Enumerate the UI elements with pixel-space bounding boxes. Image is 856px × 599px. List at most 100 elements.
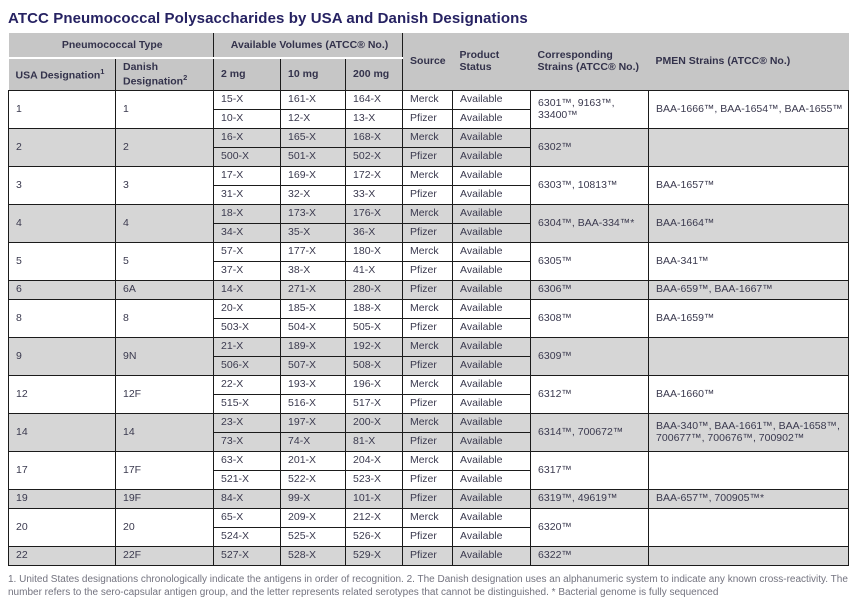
product-status-cell: Available (452, 469, 532, 490)
volume-10mg-cell: 177-X (280, 241, 347, 262)
corresponding-strains-cell: 6308™ (530, 298, 650, 338)
volume-200mg-cell: 523-X (345, 469, 404, 490)
source-cell: Pfizer (402, 146, 454, 167)
pmen-strains-cell: BAA-1664™ (648, 203, 850, 243)
footnote: 1. United States designations chronologi… (8, 573, 848, 598)
danish-designation-cell: 4 (114, 203, 215, 243)
table-row: 22 22F 527-X 528-X 529-X Pfizer Available 6322™ (8, 545, 850, 566)
table-row: 1 1 15-X 161-X 164-X Merck Available 6301™, 916… (8, 89, 850, 129)
volume-200mg-cell: 176-X (345, 203, 404, 224)
corresponding-strains-cell: 6312™ (530, 374, 650, 414)
product-status-cell: Available (452, 450, 532, 471)
volume-2mg-cell: 521-X (213, 469, 282, 490)
product-status-cell: Available (452, 279, 532, 300)
volume-10mg-cell: 528-X (280, 545, 347, 566)
volume-2mg-cell: 15-X (213, 89, 282, 110)
volume-200mg-cell: 280-X (345, 279, 404, 300)
corresponding-strains-cell: 6303™, 10813™ (530, 165, 650, 205)
usa-designation-cell: 2 (8, 127, 116, 167)
source-cell: Merck (402, 336, 454, 357)
volume-200mg-cell: 172-X (345, 165, 404, 186)
usa-designation-cell: 8 (8, 298, 116, 338)
source-cell: Merck (402, 450, 454, 471)
volume-200mg-cell: 168-X (345, 127, 404, 148)
volume-200mg-cell: 101-X (345, 488, 404, 509)
volume-200mg-cell: 502-X (345, 146, 404, 167)
table-row: 37-X 38-X 41-X Pfizer Available (9, 260, 849, 281)
corresponding-strains-cell: 6306™ (530, 279, 650, 300)
volume-200mg-cell: 529-X (345, 545, 404, 566)
volume-200mg-cell: 41-X (345, 260, 404, 281)
source-cell: Merck (402, 507, 454, 528)
product-status-cell: Available (452, 507, 532, 528)
product-status-cell: Available (452, 412, 532, 433)
product-status-cell: Available (452, 374, 532, 395)
volume-200mg-cell: 81-X (345, 431, 404, 452)
volume-200mg-cell: 517-X (345, 393, 404, 414)
volume-2mg-cell: 65-X (213, 507, 282, 528)
usa-footnote-marker: 1 (100, 67, 105, 76)
volume-10mg-cell: 35-X (280, 222, 347, 243)
usa-designation-cell: 9 (8, 336, 116, 376)
volume-10mg-cell: 507-X (280, 355, 347, 376)
header-product-status: Product Status (452, 33, 531, 91)
danish-designation-cell: 12F (114, 374, 215, 414)
table-body: 1 1 15-X 161-X 164-X Merck Available 6301™, 916… (8, 89, 850, 566)
volume-10mg-cell: 165-X (280, 127, 347, 148)
corresponding-strains-cell: 6304™, BAA-334™* (530, 203, 650, 243)
header-usa-designation: USA Designation1 (8, 58, 116, 91)
product-status-cell: Available (452, 355, 532, 376)
product-status-cell: Available (452, 108, 532, 129)
volume-10mg-cell: 32-X (280, 184, 347, 205)
volume-10mg-cell: 516-X (280, 393, 347, 414)
volume-10mg-cell: 522-X (280, 469, 347, 490)
volume-10mg-cell: 271-X (280, 279, 347, 300)
volume-200mg-cell: 196-X (345, 374, 404, 395)
header-2mg: 2 mg (213, 58, 281, 91)
product-status-cell: Available (452, 165, 532, 186)
product-status-cell: Available (452, 545, 532, 566)
pmen-strains-cell: BAA-1660™ (648, 374, 850, 414)
volume-200mg-cell: 505-X (345, 317, 404, 338)
volume-10mg-cell: 189-X (280, 336, 347, 357)
volume-200mg-cell: 200-X (345, 412, 404, 433)
danish-designation-cell: 1 (114, 89, 215, 129)
table-row: 12 12F 22-X 193-X 196-X Merck Available 6312™ BA… (8, 374, 850, 414)
source-cell: Pfizer (402, 431, 454, 452)
volume-10mg-cell: 525-X (280, 526, 347, 547)
source-cell: Pfizer (402, 488, 454, 509)
source-cell: Pfizer (402, 279, 454, 300)
volume-200mg-cell: 33-X (345, 184, 404, 205)
volume-2mg-cell: 16-X (213, 127, 282, 148)
volume-10mg-cell: 99-X (280, 488, 347, 509)
product-status-cell: Available (452, 488, 532, 509)
corresponding-strains-cell: 6305™ (530, 241, 650, 281)
volume-10mg-cell: 209-X (280, 507, 347, 528)
volume-2mg-cell: 18-X (213, 203, 282, 224)
header-source: Source (402, 33, 453, 91)
volume-2mg-cell: 527-X (213, 545, 282, 566)
volume-2mg-cell: 515-X (213, 393, 282, 414)
corresponding-strains-cell: 6301™, 9163™, 33400™ (530, 89, 650, 129)
volume-2mg-cell: 84-X (213, 488, 282, 509)
pmen-strains-cell: BAA-341™ (648, 241, 850, 281)
source-cell: Merck (402, 203, 454, 224)
usa-designation-cell: 12 (8, 374, 116, 414)
source-cell: Pfizer (402, 393, 454, 414)
pmen-strains-cell: BAA-340™, BAA-1661™, BAA-1658™, 700677™,… (648, 412, 850, 452)
volume-10mg-cell: 501-X (280, 146, 347, 167)
usa-designation-cell: 1 (8, 89, 116, 129)
product-status-cell: Available (452, 89, 532, 110)
pmen-strains-cell (648, 127, 850, 167)
header-danish-designation: Danish Designation2 (114, 58, 214, 91)
volume-2mg-cell: 73-X (213, 431, 282, 452)
table-row: 506-X 507-X 508-X Pfizer Available (9, 355, 849, 376)
usa-designation-cell: 19 (8, 488, 116, 509)
table-header: Pneumococcal Type Available Volumes (ATC… (8, 33, 849, 91)
table-row: 19 19F 84-X 99-X 101-X Pfizer Available 6319™, … (8, 488, 850, 509)
source-cell: Merck (402, 89, 454, 110)
volume-2mg-cell: 37-X (213, 260, 282, 281)
corresponding-strains-cell: 6314™, 700672™ (530, 412, 650, 452)
table-row: 4 4 18-X 173-X 176-X Merck Available 6304™, BAA… (8, 203, 850, 243)
